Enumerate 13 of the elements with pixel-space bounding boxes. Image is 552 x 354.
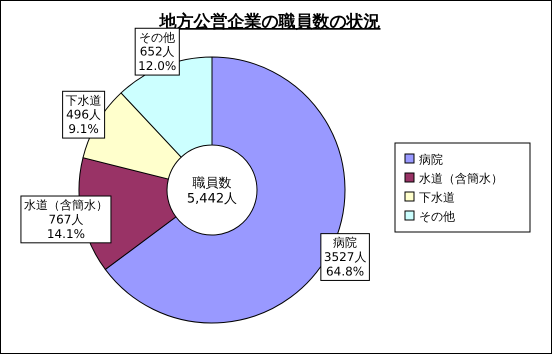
data-label: 3527人 64.8%: [324, 250, 366, 278]
data-label: 652人 12.0%: [138, 44, 176, 74]
text: 職員数 5,442人: [186, 176, 238, 206]
slice-label: 水道（含簡水）: [24, 198, 108, 212]
slice-label: その他: [139, 30, 176, 44]
data-label: 767人 14.1%: [46, 212, 85, 241]
legend-label: 病院: [419, 152, 443, 166]
data-label: 496人 9.1%: [66, 108, 102, 136]
legend-label: 水道（含簡水）: [419, 172, 503, 186]
legend-label: その他: [419, 210, 455, 224]
legend-label: 下水道: [419, 190, 455, 204]
slice-label: 下水道: [66, 93, 102, 108]
slice-label: 病院: [333, 236, 358, 250]
